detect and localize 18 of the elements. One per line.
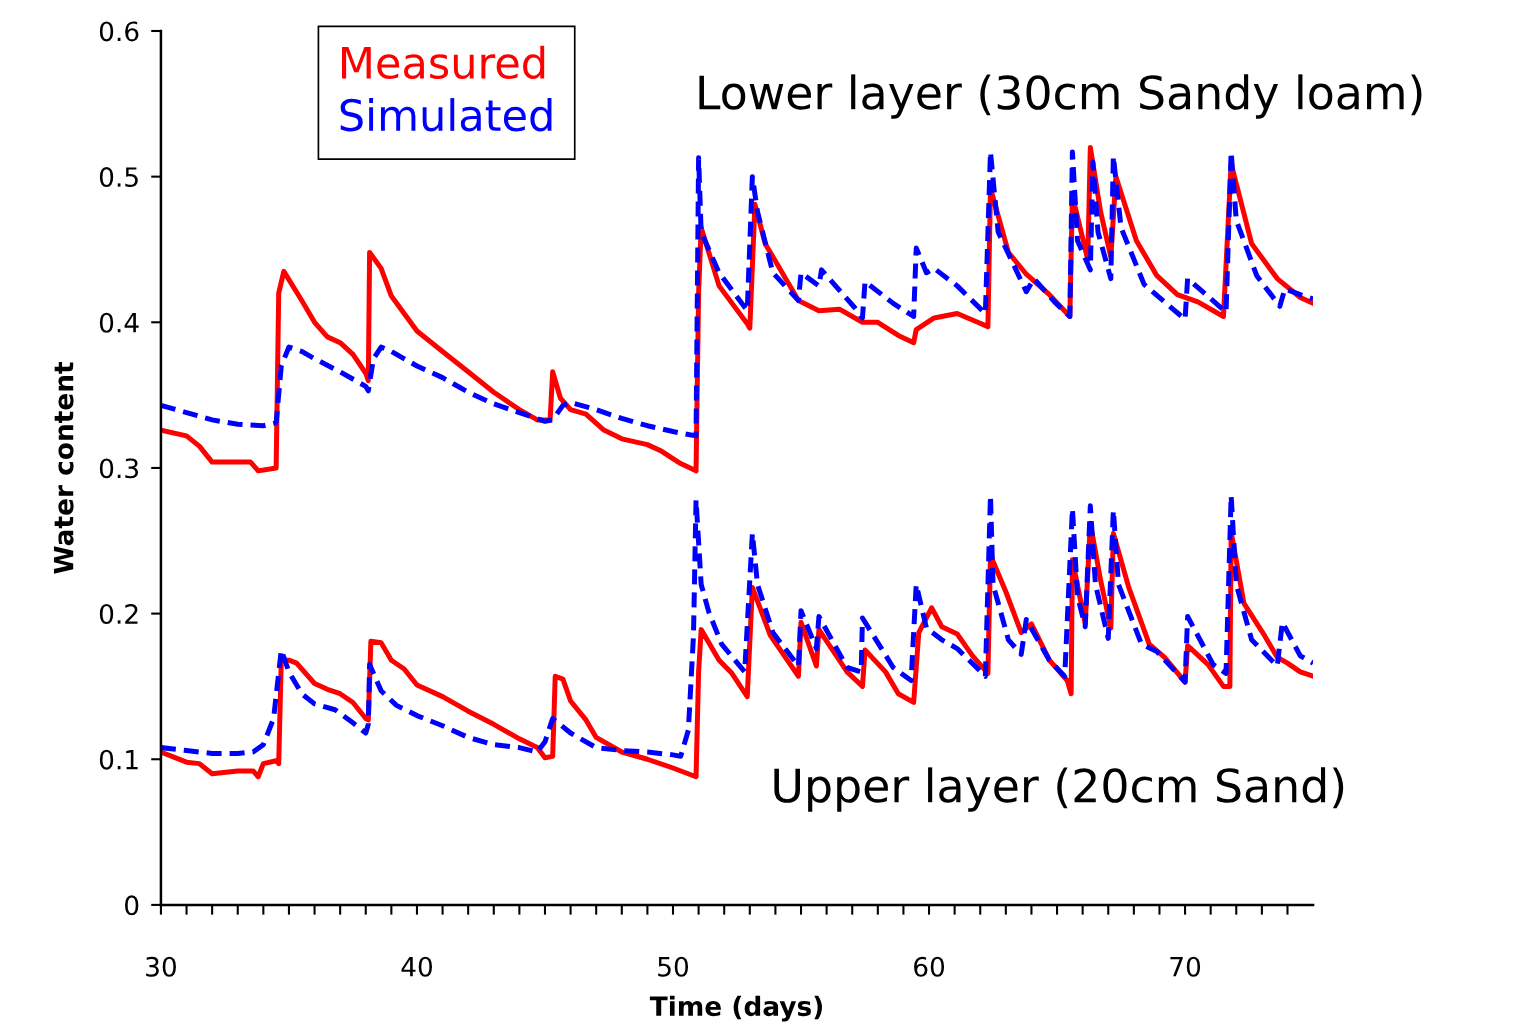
y-tick-label: 0 xyxy=(125,895,139,916)
y-axis-title: Water content xyxy=(53,361,74,574)
text: Measured xyxy=(342,45,545,79)
x-axis-title: Time (days) xyxy=(649,995,822,1022)
text: Simulated xyxy=(340,98,552,132)
x-tick-label: 60 xyxy=(914,956,945,977)
y-tick-label: 0.4 xyxy=(99,312,139,333)
x-tick-label: 30 xyxy=(146,956,176,977)
x-tick-label: 40 xyxy=(401,956,432,977)
y-tick-label: 0.5 xyxy=(99,167,138,188)
y-tick-label: 0.1 xyxy=(99,749,138,770)
x-tick-label: 50 xyxy=(658,956,689,977)
annotation: Lower layer (30cm Sandy loam) xyxy=(699,74,1422,119)
annotation: Upper layer (20cm Sand) xyxy=(774,767,1344,812)
y-tick-label: 0.6 xyxy=(99,21,139,42)
y-tick-label: 0.3 xyxy=(99,458,138,479)
y-tick-label: 0.2 xyxy=(99,604,138,624)
x-tick-label: 70 xyxy=(1170,956,1201,977)
